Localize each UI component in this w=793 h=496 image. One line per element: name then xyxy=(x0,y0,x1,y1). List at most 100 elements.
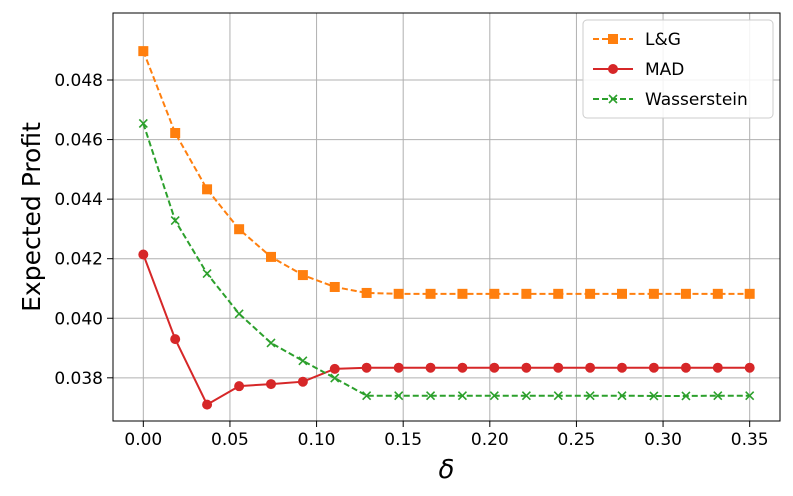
legend: L&G MAD Wasserstein xyxy=(582,19,774,119)
x-marker-stroke xyxy=(362,391,372,401)
data-point-mad xyxy=(297,376,308,387)
x-tick-label: 0.20 xyxy=(471,430,509,450)
series-line-mad xyxy=(142,254,750,407)
data-point-wasserstein xyxy=(521,391,531,401)
x-marker-stroke xyxy=(489,391,499,401)
data-point-wasserstein xyxy=(681,391,691,401)
data-point-l-g xyxy=(616,288,627,299)
data-point-wasserstein xyxy=(202,269,212,279)
data-point-l-g xyxy=(329,281,340,292)
x-tick-label: 0.10 xyxy=(298,430,336,450)
series-layer xyxy=(138,46,755,410)
data-point-wasserstein xyxy=(234,309,244,319)
legend-label-wasserstein: Wasserstein xyxy=(645,90,748,110)
x-tick-label: 0.15 xyxy=(384,430,422,450)
data-point-mad xyxy=(521,362,532,373)
series-mad xyxy=(138,249,755,410)
y-tick-label: 0.046 xyxy=(54,131,103,151)
data-point-l-g xyxy=(393,288,404,299)
data-point-mad xyxy=(170,334,181,345)
x-marker-stroke xyxy=(649,391,659,401)
x-marker-stroke xyxy=(745,391,755,401)
data-point-l-g xyxy=(680,288,691,299)
data-point-wasserstein xyxy=(298,356,308,366)
data-point-mad xyxy=(425,362,436,373)
legend-marker-mad xyxy=(608,64,618,74)
series-line-wasserstein xyxy=(142,123,750,397)
legend-box xyxy=(582,19,774,119)
data-point-mad xyxy=(393,362,404,373)
data-point-wasserstein xyxy=(553,391,563,401)
series-line-l-g xyxy=(142,50,750,295)
data-point-mad xyxy=(457,362,468,373)
x-marker-stroke xyxy=(266,338,276,348)
data-point-mad xyxy=(553,362,564,373)
data-point-wasserstein xyxy=(170,216,180,226)
data-point-wasserstein xyxy=(457,391,468,401)
x-marker-stroke xyxy=(330,373,340,383)
x-axis-label: δ xyxy=(439,455,455,485)
x-marker-stroke xyxy=(681,391,691,401)
data-point-l-g xyxy=(202,184,213,195)
x-marker-stroke xyxy=(202,269,212,279)
data-point-wasserstein xyxy=(617,391,627,401)
data-point-mad xyxy=(744,362,755,373)
x-marker-stroke xyxy=(713,391,723,401)
y-tick-label: 0.048 xyxy=(54,71,103,91)
y-tick-label: 0.044 xyxy=(54,190,103,210)
x-marker-stroke xyxy=(138,118,148,129)
series-wasserstein xyxy=(138,118,755,401)
data-point-l-g xyxy=(553,288,564,299)
data-point-l-g xyxy=(361,287,372,298)
data-point-mad xyxy=(680,362,691,373)
data-point-wasserstein xyxy=(138,118,148,129)
x-tick-label: 0.30 xyxy=(644,430,682,450)
data-point-wasserstein xyxy=(330,373,340,383)
data-point-l-g xyxy=(234,224,245,235)
data-point-wasserstein xyxy=(362,391,372,401)
data-point-l-g xyxy=(170,128,181,139)
data-point-mad xyxy=(585,362,596,373)
data-point-mad xyxy=(489,362,500,373)
data-point-l-g xyxy=(297,270,308,281)
legend-marker-wasserstein xyxy=(608,94,618,104)
legend-label-mad: MAD xyxy=(645,60,684,80)
y-tick-label: 0.040 xyxy=(54,309,103,329)
x-marker-stroke xyxy=(617,391,627,401)
data-point-l-g xyxy=(521,288,532,299)
data-point-mad xyxy=(138,249,149,260)
series-l-g xyxy=(138,46,755,299)
x-tick-label: 0.00 xyxy=(124,430,162,450)
legend-label-l-g: L&G xyxy=(645,30,681,50)
axis-ticks: 0.00 0.05 0.10 0.15 0.20 0.25 0.30 0.35 0.038 0.0… xyxy=(54,71,768,450)
data-point-l-g xyxy=(489,288,500,299)
data-point-wasserstein xyxy=(649,391,659,401)
y-tick-label: 0.038 xyxy=(54,369,103,389)
x-marker-stroke xyxy=(553,391,563,401)
x-marker-stroke xyxy=(425,391,436,401)
x-marker-stroke xyxy=(234,309,244,319)
data-point-l-g xyxy=(712,288,723,299)
plot-frame xyxy=(112,12,781,422)
data-point-l-g xyxy=(425,288,436,299)
x-marker-stroke xyxy=(521,391,531,401)
data-point-mad xyxy=(712,362,723,373)
data-point-mad xyxy=(266,379,277,390)
x-marker-stroke xyxy=(170,216,180,226)
x-marker-stroke xyxy=(585,391,595,401)
data-point-mad xyxy=(361,362,372,373)
x-marker-stroke xyxy=(457,391,468,401)
data-point-mad xyxy=(329,363,340,374)
data-point-wasserstein xyxy=(425,391,436,401)
data-point-l-g xyxy=(457,288,468,299)
x-marker-stroke xyxy=(394,391,404,401)
data-point-l-g xyxy=(585,288,596,299)
data-point-wasserstein xyxy=(745,391,755,401)
x-tick-label: 0.05 xyxy=(211,430,249,450)
data-point-mad xyxy=(202,399,213,410)
data-point-l-g xyxy=(648,288,659,299)
x-marker-stroke xyxy=(608,94,618,104)
data-point-l-g xyxy=(266,251,277,262)
